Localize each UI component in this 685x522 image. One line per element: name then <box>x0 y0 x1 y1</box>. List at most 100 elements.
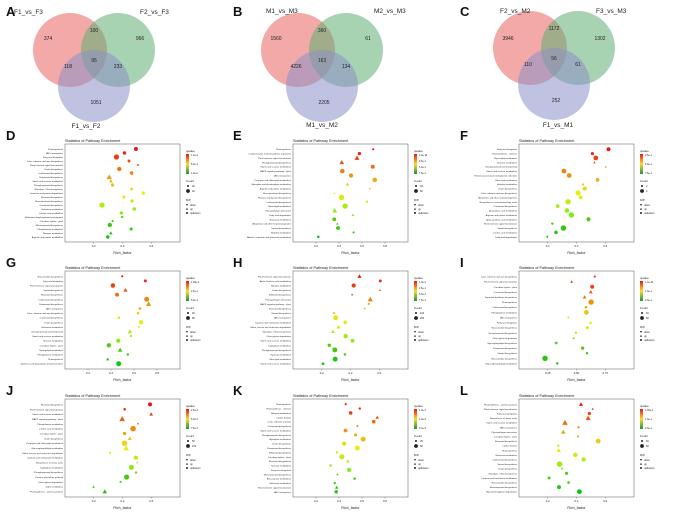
qvalue-tick-label: 1.0e-4 <box>419 281 426 284</box>
venn-region-count: 233 <box>114 64 123 70</box>
pathway-label: Photosynthesis - antenna proteins <box>484 403 518 406</box>
pathway-label: Steroid biosynthesis <box>497 227 517 230</box>
x-tick-label: 0.6 <box>377 371 381 375</box>
diff-legend-updown-marker <box>414 467 416 469</box>
qvalue-tick-label: 2.5e-1 <box>191 290 198 293</box>
pathway-label: Other glycan degradation <box>492 337 517 340</box>
pathway-label: Steroid biosynthesis <box>497 352 517 355</box>
pathway-point <box>604 165 607 168</box>
pathway-label: Glycolysis / Gluconeogenesis <box>488 473 517 475</box>
venn-region-count: 110 <box>524 62 532 68</box>
legend-qvalue-title: qvalue <box>186 149 195 153</box>
pathway-point <box>595 438 601 444</box>
pathway-point <box>331 329 335 333</box>
diff-legend-label: down <box>190 204 197 207</box>
pathway-point <box>332 347 338 353</box>
venn-region-count: 1051 <box>90 100 101 106</box>
diff-legend-up-marker <box>414 462 416 465</box>
pathway-label: Glycolysis / Gluconeogenesis <box>34 189 63 191</box>
pathway-point <box>547 476 551 480</box>
pathway-label: Glucosinolate biosynthesis <box>37 275 64 278</box>
pathway-point <box>542 355 548 362</box>
pathway-label: Carotenoid biosynthesis <box>494 205 518 208</box>
pathway-label: Carbon fixation <box>502 445 517 448</box>
pathway-point <box>127 436 132 440</box>
diff-legend-label: down <box>190 331 197 334</box>
pathway-point <box>119 480 122 483</box>
pathway-label: Flavonoid biosynthesis <box>269 460 292 463</box>
pathway-label: Fatty acid elongation <box>497 322 518 325</box>
venn-region-count: 61 <box>575 62 581 68</box>
qvalue-tick-label: 1.0e-2 <box>191 172 198 175</box>
pathway-label: Photosynthesis - antenna <box>266 408 291 411</box>
pathway-label: Fatty acid degradation <box>269 214 291 217</box>
pathway-label: Photosynthesis <box>276 403 292 406</box>
pathway-point <box>129 227 133 231</box>
qvalue-colorbar <box>186 154 189 174</box>
qvalue-tick-label: 2.0e-1 <box>645 427 652 430</box>
pathway-point <box>121 440 128 446</box>
pathway-point <box>368 187 371 190</box>
plot-frame <box>64 270 181 370</box>
count-tick-label: 25 <box>420 440 423 443</box>
venn-c: F2_vs_M2 F3_vs_M3 F1_vs_M1 3946 1302 252 1172 1… <box>493 8 627 129</box>
x-tick-label: 0.6 <box>149 499 153 503</box>
venn-set-label: M1_vs_M3 <box>266 8 298 15</box>
venn-set-label: M1_vs_M2 <box>306 122 338 129</box>
legend-diff-title: Diff <box>640 325 645 329</box>
pathway-point <box>347 467 352 473</box>
pathway-point <box>129 335 133 338</box>
venn-region-count: 56 <box>551 56 557 62</box>
pathway-label: Other glycan degradation <box>38 481 63 484</box>
pathway-point <box>580 346 585 350</box>
pathway-label: Cutin, suberine and wax biosynthesis <box>27 160 64 163</box>
diff-legend-down-marker <box>186 204 188 206</box>
pathway-point <box>121 215 124 219</box>
pathway-label: Monoterpenoid biosynthesis <box>36 224 64 227</box>
pathway-label: ABC transporters <box>274 174 292 177</box>
pathway-point <box>338 194 345 201</box>
pathway-point <box>116 338 121 343</box>
pathway-point <box>138 325 140 328</box>
pathway-label: Fatty acid elongation <box>43 280 64 283</box>
panel-letter-b: B <box>233 4 243 19</box>
pathway-label: Limonene and pinene degradation <box>30 192 64 195</box>
diff-legend-down-marker <box>640 331 642 333</box>
pathway-label: Diterpenoid biosynthesis <box>39 176 64 179</box>
diff-legend-up-marker <box>414 334 416 337</box>
pathway-label: Plant-pathogen interaction <box>265 298 291 301</box>
diff-legend-label: up&down <box>190 467 201 470</box>
pathway-point <box>556 461 563 467</box>
qvalue-tick-label: 1.0e-4 <box>191 154 198 157</box>
pathway-label: Biosynthesis of amino acids <box>490 417 518 420</box>
pathway-point <box>124 474 130 480</box>
pathway-point <box>365 200 369 203</box>
diff-legend-label: down <box>644 459 651 462</box>
pathway-label: Ether lipid metabolism <box>495 179 517 182</box>
count-legend-dot <box>640 444 644 448</box>
x-axis-label: Rich_factor <box>113 378 132 382</box>
pathway-point <box>106 174 112 180</box>
pathway-label: Stilbenoid biosynthesis <box>269 294 292 297</box>
diff-legend-up-marker <box>186 334 188 337</box>
pathway-point <box>378 279 382 283</box>
venn-region-count: 3946 <box>502 36 513 42</box>
pathway-point <box>122 151 127 155</box>
pathway-point <box>145 301 152 307</box>
pathway-label: Starch and sucrose metabolism <box>32 180 63 183</box>
pathway-label: Circadian rhythm - plant <box>494 286 518 289</box>
pathway-point <box>572 336 576 340</box>
diff-legend-updown-marker <box>186 212 188 214</box>
count-tick-label: 100 <box>192 445 197 448</box>
pathway-label: Flavone and flavonol biosynthesis <box>258 196 292 199</box>
pathway-label: Sesquiterpenoid biosynthesis <box>489 332 518 335</box>
x-axis-label: Rich_factor <box>113 506 132 510</box>
x-tick-label: 0.2 <box>92 499 96 503</box>
pathway-label: Tyrosine metabolism <box>497 161 517 164</box>
pathway-point <box>342 441 347 446</box>
diff-legend-up-marker <box>640 207 642 210</box>
pathway-point <box>551 222 554 225</box>
pathway-label: Circadian rhythm - plant <box>494 436 518 439</box>
pathway-label: Pyruvate metabolism <box>271 354 292 357</box>
venn-region-count: 95 <box>91 58 97 64</box>
